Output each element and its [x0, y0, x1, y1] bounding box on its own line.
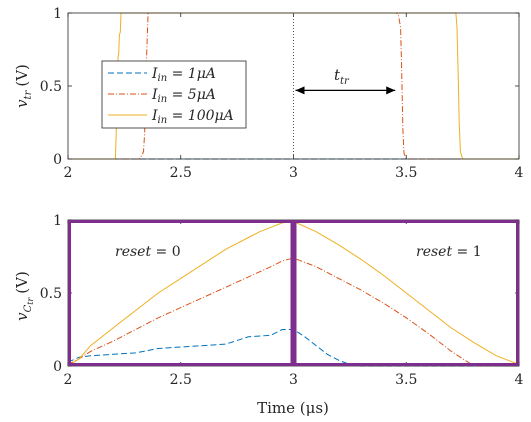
bottom-x-tick-label: 3.5 — [395, 372, 417, 388]
reset-box-1 — [293, 220, 519, 366]
bottom-series-line-1 — [67, 329, 519, 367]
legend-label-100uA: Iin = 100μA — [151, 108, 234, 126]
legend: Iin = 1μA Iin = 5μA Iin = 100μA — [101, 60, 247, 129]
top-chart: 2 2.5 3 3.5 4 0 0.5 1 vtr(V) ttr Iin = 1μA Iin … — [13, 6, 524, 181]
arrow-head-right — [386, 86, 396, 95]
reset-box-0 — [68, 220, 294, 366]
top-x-tick-label: 2 — [64, 165, 73, 181]
bottom-y-tick-label: 0.5 — [40, 286, 62, 302]
bottom-x-tick-label: 3 — [289, 372, 298, 388]
top-x-tick-label: 4 — [515, 165, 524, 181]
transition-time-annotation: ttr — [293, 13, 396, 159]
top-ticks: 2 2.5 3 3.5 4 0 0.5 1 — [40, 6, 524, 181]
bottom-chart: 2 2.5 3 3.5 4 0 0.5 1 vCtr(V) Time (μs) reset =… — [13, 213, 524, 417]
bottom-x-tick-label: 2 — [64, 372, 73, 388]
bottom-y-tick-label: 1 — [53, 213, 62, 229]
arrow-head-left — [295, 86, 305, 95]
bottom-x-tick-label: 2.5 — [170, 372, 192, 388]
bottom-ticks: 2 2.5 3 3.5 4 0 0.5 1 — [40, 213, 524, 388]
bottom-series-line-2 — [67, 257, 519, 367]
bottom-x-axis-label: Time (μs) — [257, 399, 329, 417]
bottom-y-axis-label: vCtr(V) — [13, 271, 35, 321]
bottom-y-tick-label: 0 — [53, 359, 62, 375]
bottom-plot-area — [67, 220, 520, 367]
legend-label-5uA: Iin = 5μA — [151, 87, 216, 105]
top-x-tick-label: 3 — [289, 165, 298, 181]
reset-boxes — [68, 220, 519, 366]
reset-1-label: reset = 1 — [416, 244, 482, 260]
bottom-series-line-3 — [67, 220, 520, 367]
top-y-tick-label: 0 — [53, 152, 62, 168]
bottom-x-tick-label: 4 — [515, 372, 524, 388]
reset-0-label: reset = 0 — [115, 244, 181, 260]
legend-label-1uA: Iin = 1μA — [151, 66, 216, 84]
top-x-tick-label: 3.5 — [395, 165, 417, 181]
top-x-tick-label: 2.5 — [170, 165, 192, 181]
top-y-tick-label: 1 — [53, 6, 62, 22]
top-y-tick-label: 0.5 — [40, 79, 62, 95]
top-y-axis-label: vtr(V) — [13, 64, 34, 108]
transition-time-label: ttr — [334, 66, 350, 87]
legend-box — [101, 60, 247, 129]
